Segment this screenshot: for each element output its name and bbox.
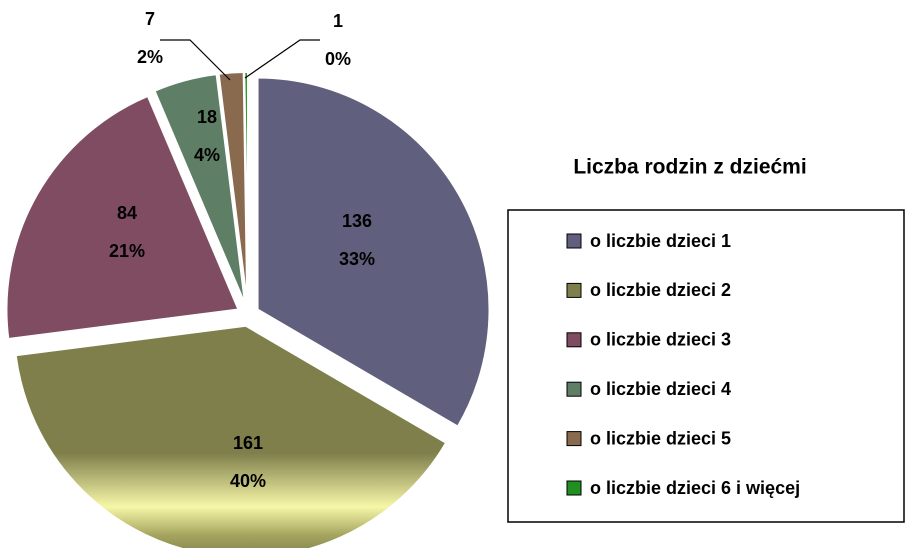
legend-swatch [566, 282, 582, 298]
data-label-percent: 4% [194, 145, 220, 165]
data-label-percent: 2% [137, 47, 163, 67]
legend-swatch [566, 233, 582, 249]
data-label-value: 7 [145, 9, 155, 29]
legend-swatch [566, 381, 582, 397]
legend-label: o liczbie dzieci 3 [590, 330, 731, 350]
legend-swatch [566, 332, 582, 348]
leader-line [160, 39, 231, 81]
pie-slice [5, 94, 240, 341]
data-label-value: 18 [197, 107, 217, 127]
legend-label: o liczbie dzieci 6 i więcej [590, 478, 800, 498]
legend-box [507, 209, 905, 523]
data-label-value: 1 [333, 11, 343, 31]
legend-swatch [566, 480, 582, 496]
data-label-value: 84 [117, 203, 137, 223]
pie-slice [243, 71, 249, 305]
legend-label: o liczbie dzieci 1 [590, 231, 731, 251]
pie-slice [256, 76, 491, 428]
legend-label: o liczbie dzieci 5 [590, 428, 731, 448]
data-label-percent: 33% [339, 249, 375, 269]
legend-label: o liczbie dzieci 4 [590, 379, 731, 399]
data-label-percent: 40% [230, 471, 266, 491]
data-label-percent: 21% [109, 241, 145, 261]
legend-swatch [566, 431, 582, 447]
legend-label: o liczbie dzieci 2 [590, 280, 731, 300]
leader-line [244, 39, 320, 79]
chart-title: Liczba rodzin z dziećmi [573, 156, 806, 179]
pie-slice [14, 324, 448, 548]
pie-slice [153, 73, 247, 305]
data-label-value: 161 [233, 433, 263, 453]
data-label-value: 136 [342, 211, 372, 231]
data-label-percent: 0% [325, 49, 351, 69]
